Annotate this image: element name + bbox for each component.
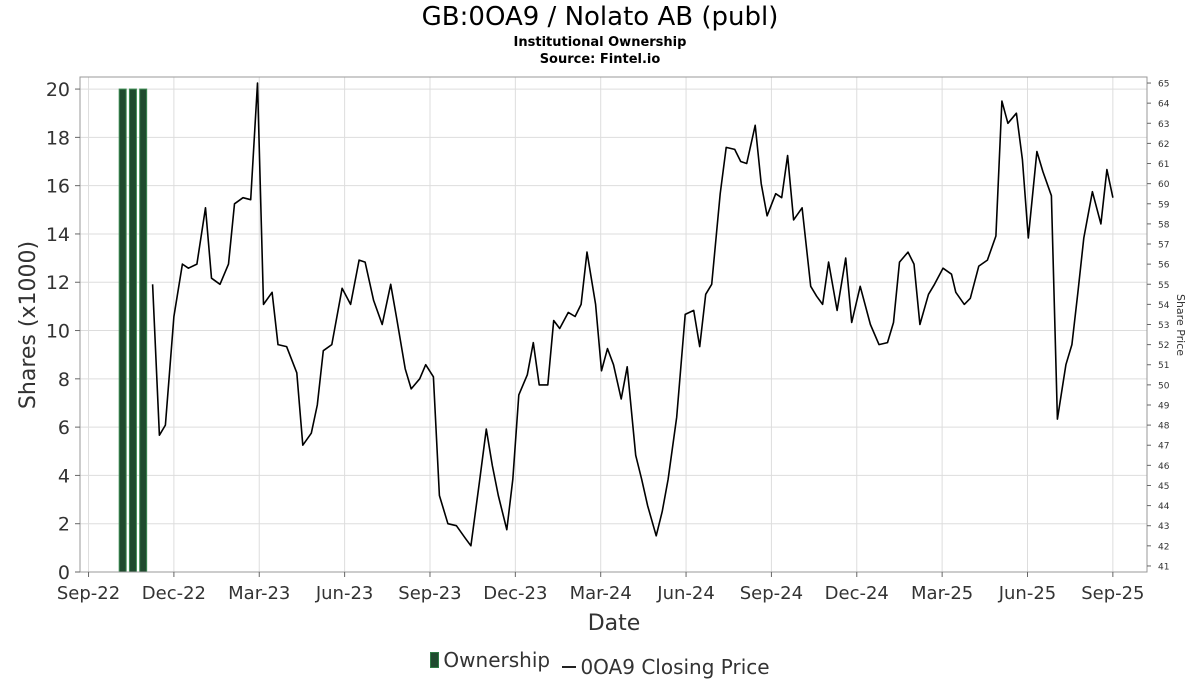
y-right-tick-label: 56 [1158, 261, 1170, 271]
y-right-tick-label: 55 [1158, 281, 1169, 291]
y-left-tick-label: 16 [46, 176, 70, 198]
y-left-tick-label: 0 [58, 562, 70, 584]
x-tick-label: Jun-23 [315, 583, 374, 604]
y-left-tick-label: 8 [58, 369, 70, 391]
chart-title: GB:0OA9 / Nolato AB (publ) [421, 2, 779, 32]
ownership-bar [128, 88, 137, 573]
y-right-tick-label: 60 [1158, 180, 1170, 190]
x-tick-label: Dec-24 [825, 583, 889, 604]
x-axis-title: Date [588, 611, 641, 636]
y-right-tick-label: 47 [1158, 442, 1169, 452]
y-right-tick-label: 46 [1158, 462, 1170, 472]
ownership-bar [139, 88, 148, 573]
chart-source: Source: Fintel.io [539, 52, 661, 67]
x-tick-label: Sep-24 [740, 583, 803, 604]
plot-area-border [79, 76, 1148, 573]
y-right-tick-label: 42 [1158, 542, 1169, 552]
y-right-tick-label: 51 [1158, 361, 1169, 371]
price-line-swatch-icon [562, 666, 577, 668]
y-left-tick-label: 12 [46, 272, 70, 294]
y-right-tick-label: 50 [1158, 381, 1170, 391]
x-tick-label: Mar-25 [911, 583, 973, 604]
x-tick-label: Jun-25 [998, 583, 1057, 604]
y-axis-title-right: Share Price [1174, 294, 1187, 356]
legend-item-ownership: Ownership [430, 648, 550, 672]
y-right-tick-label: 59 [1158, 200, 1170, 210]
x-tick-label: Dec-22 [142, 583, 206, 604]
chart-legend: Ownership 0OA9 Closing Price [0, 648, 1200, 679]
x-tick-label: Sep-25 [1081, 583, 1144, 604]
x-tick-label: Mar-24 [570, 583, 632, 604]
x-tick-label: Sep-23 [398, 583, 461, 604]
y-right-tick-label: 58 [1158, 220, 1170, 230]
y-left-tick-label: 10 [46, 321, 70, 343]
legend-label-ownership: Ownership [443, 648, 551, 672]
y-right-tick-label: 62 [1158, 140, 1169, 150]
y-right-tick-label: 48 [1158, 422, 1170, 432]
ownership-bar [118, 88, 127, 573]
y-right-tick-label: 41 [1158, 562, 1169, 572]
y-right-tick-label: 64 [1158, 100, 1170, 110]
x-tick-label: Mar-23 [228, 583, 290, 604]
y-left-tick-label: 18 [46, 127, 70, 149]
y-right-tick-label: 65 [1158, 80, 1169, 90]
y-right-tick-label: 57 [1158, 241, 1169, 251]
y-right-tick-label: 53 [1158, 321, 1169, 331]
x-tick-label: Jun-24 [656, 583, 715, 604]
y-right-tick-label: 63 [1158, 120, 1169, 130]
x-tick-label: Dec-23 [483, 583, 547, 604]
y-right-tick-label: 52 [1158, 341, 1169, 351]
ownership-swatch-icon [430, 652, 440, 668]
x-tick-label: Sep-22 [57, 583, 120, 604]
y-left-tick-label: 4 [58, 465, 70, 487]
y-left-tick-label: 2 [58, 514, 70, 536]
y-right-tick-label: 61 [1158, 160, 1169, 170]
y-right-tick-label: 44 [1158, 502, 1170, 512]
y-left-tick-label: 14 [46, 224, 70, 246]
y-left-tick-label: 6 [58, 417, 70, 439]
y-right-tick-label: 54 [1158, 301, 1170, 311]
price-series-line [151, 82, 1114, 547]
y-axis-title-left: Shares (x1000) [16, 241, 41, 409]
y-right-tick-label: 49 [1158, 401, 1170, 411]
y-left-tick-label: 20 [46, 79, 70, 101]
y-right-tick-label: 45 [1158, 482, 1169, 492]
legend-label-price: 0OA9 Closing Price [580, 655, 770, 679]
y-right-tick-label: 43 [1158, 522, 1169, 532]
chart-subtitle: Institutional Ownership [513, 35, 687, 50]
legend-item-price: 0OA9 Closing Price [556, 655, 770, 679]
